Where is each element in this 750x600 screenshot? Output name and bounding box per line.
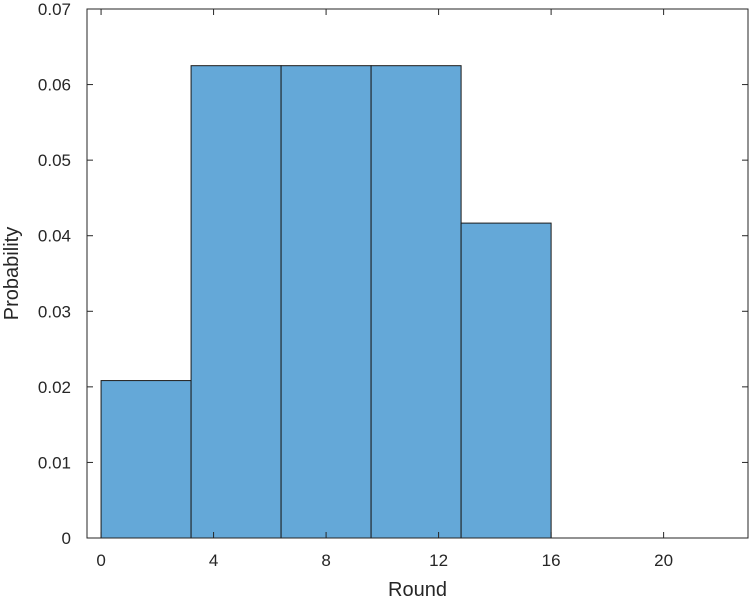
y-tick-label: 0.04 — [38, 227, 71, 246]
y-axis-label: Probability — [1, 227, 23, 320]
x-tick-label: 4 — [209, 551, 218, 570]
histogram-bar — [460, 222, 552, 539]
y-tick-label: 0.07 — [38, 0, 71, 19]
x-tick-label: 20 — [654, 551, 673, 570]
histogram-bar — [190, 65, 282, 539]
x-tick-label: 8 — [321, 551, 330, 570]
histogram-bar — [280, 65, 372, 539]
y-tick-label: 0.03 — [38, 302, 71, 321]
bars-layer — [100, 65, 552, 539]
histogram-bar — [370, 65, 462, 539]
x-tick-label: 0 — [96, 551, 105, 570]
plot-area-frame — [86, 8, 749, 539]
x-tick-label: 16 — [542, 551, 561, 570]
y-tick-label: 0.01 — [38, 453, 71, 472]
y-tick-label: 0.06 — [38, 76, 71, 95]
x-axis-ticks: 0 4 8 12 16 20 — [96, 9, 673, 570]
x-tick-label: 12 — [429, 551, 448, 570]
y-tick-label: 0.02 — [38, 378, 71, 397]
y-tick-label: 0.05 — [38, 151, 71, 170]
histogram-bar — [100, 380, 192, 539]
x-axis-label: Round — [388, 579, 447, 600]
y-axis-ticks: 0 0.01 0.02 0.03 0.04 0.05 0.06 0.07 — [38, 0, 748, 548]
y-tick-label: 0 — [62, 529, 71, 548]
